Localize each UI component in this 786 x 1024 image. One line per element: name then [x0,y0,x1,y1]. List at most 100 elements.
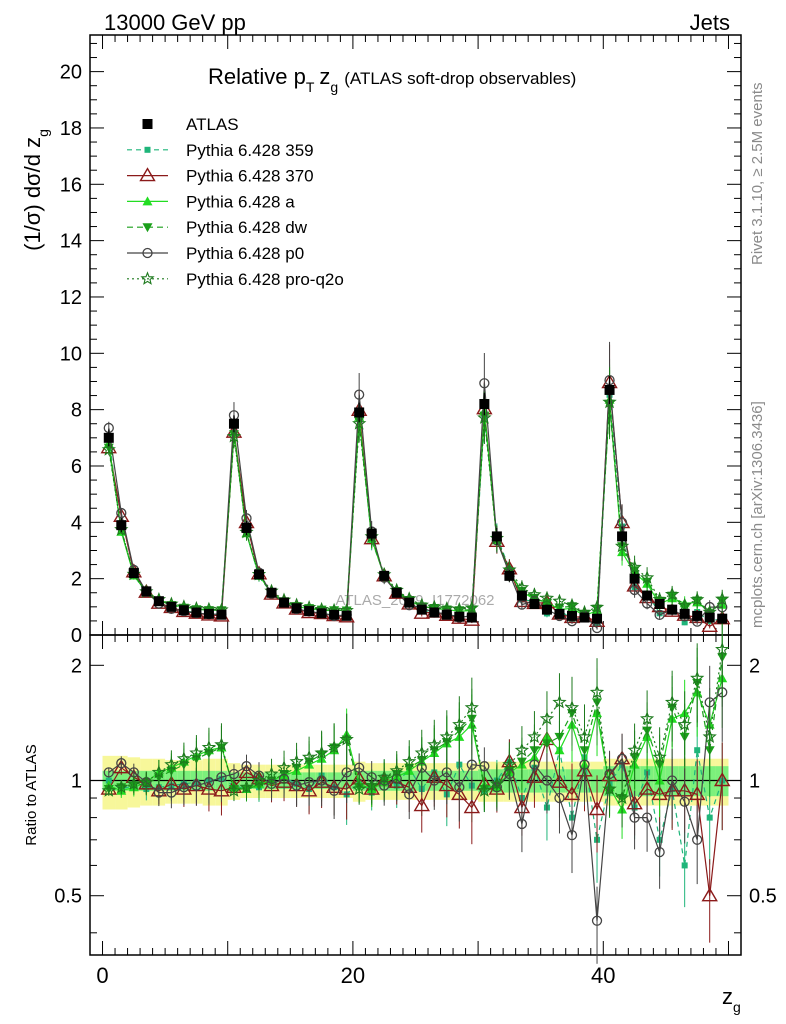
atlas-point [479,399,490,410]
ratio-point [701,887,718,902]
ratio-point [629,812,640,823]
ratio-point [552,694,567,709]
atlas-point [166,601,177,612]
series-atlas [103,375,728,624]
ratio-point [314,745,329,760]
atlas-point [153,596,164,607]
ratio-point [706,814,713,821]
ratio-point [241,761,252,772]
ratio-point [527,729,542,744]
atlas-point [692,610,703,621]
ratio-point [189,745,204,760]
atlas-point [228,418,239,429]
series-point [527,587,542,601]
series-point [226,428,242,443]
series-point [564,597,580,612]
chart-title: Relative pT zg (ATLAS soft-drop observable… [208,64,576,95]
ratio-point [101,783,116,797]
rivet-version: Rivet 3.1.10, ≥ 2.5M events [749,83,766,266]
legend-label: Pythia 6.428 359 [186,141,314,160]
atlas-point [717,613,728,624]
ratio-point [414,745,429,760]
ratio-point [589,684,605,699]
ratio-y-tick-label: 2 [71,655,82,677]
atlas-point [291,603,302,614]
ratio-point [116,758,127,769]
legend-label: Pythia 6.428 370 [186,167,314,186]
ratio-point [226,783,242,797]
series-ratio-line [108,691,723,921]
ratio-point [126,776,141,790]
series-point [589,599,605,614]
ratio-point [251,772,267,787]
atlas-point [416,604,427,615]
ratio-point [339,732,354,746]
atlas-point [516,590,527,601]
series-point [602,394,617,409]
main-y-axis-label-sub: g [35,129,51,137]
ratio-point [489,776,505,790]
atlas-point [141,586,152,597]
atlas-point [279,597,290,608]
atlas-point [617,531,628,542]
series-point [477,410,492,424]
main-y-axis-label-main: (1/σ) dσ/d z [20,137,45,251]
main-y-axis-label: (1/σ) dσ/d zg [20,129,51,251]
series-point [464,600,479,615]
ratio-point [114,779,129,794]
ratio-point [640,711,655,725]
ratio-point [477,783,492,797]
ratio-point [539,711,555,725]
ratio-point [105,777,112,784]
series-point [352,416,367,430]
ratio-point [715,641,730,656]
ratio-point [389,763,404,777]
ratio-y-tick-label-right: 2 [749,655,760,677]
ratio-point [641,812,653,823]
ratio-point [452,717,467,731]
atlas-point [103,432,114,443]
ratio-point [228,768,240,780]
series-point [690,592,705,606]
series-point [639,570,655,584]
atlas-point [541,604,552,615]
ratio-point [463,799,481,814]
series-point [627,559,642,574]
atlas-point [642,590,653,601]
series-point [677,597,692,612]
atlas-point [504,570,515,581]
ratio-point [176,751,192,765]
atlas-point [354,407,365,418]
x-tick-label: 40 [591,963,615,988]
ratio-point [404,789,415,800]
ratio-point [354,762,365,773]
series-point [654,609,665,621]
ratio-point [541,775,553,786]
ratio-y-tick-label-right: 1 [749,771,760,793]
atlas-point [191,607,202,618]
ratio-point [301,749,317,764]
ratio-point [214,737,229,751]
ratio-point [664,694,680,709]
title-main: Relative p [208,64,306,89]
atlas-point [554,608,565,619]
ratio-point [427,737,442,751]
legend-marker [142,223,153,233]
series-point [715,591,730,606]
legend-marker [139,167,156,182]
series-point [539,590,555,605]
ratio-point [191,780,202,791]
atlas-point [266,587,277,598]
ratio-point [164,757,179,771]
ratio-point [216,772,227,783]
ratio-point [514,742,530,757]
legend-marker [142,247,153,259]
atlas-point [116,520,127,531]
atlas-point [454,611,465,622]
atlas-point [379,570,390,581]
series-point [664,586,680,601]
main-y-tick-label: 10 [60,343,82,365]
ratio-point [328,785,340,796]
